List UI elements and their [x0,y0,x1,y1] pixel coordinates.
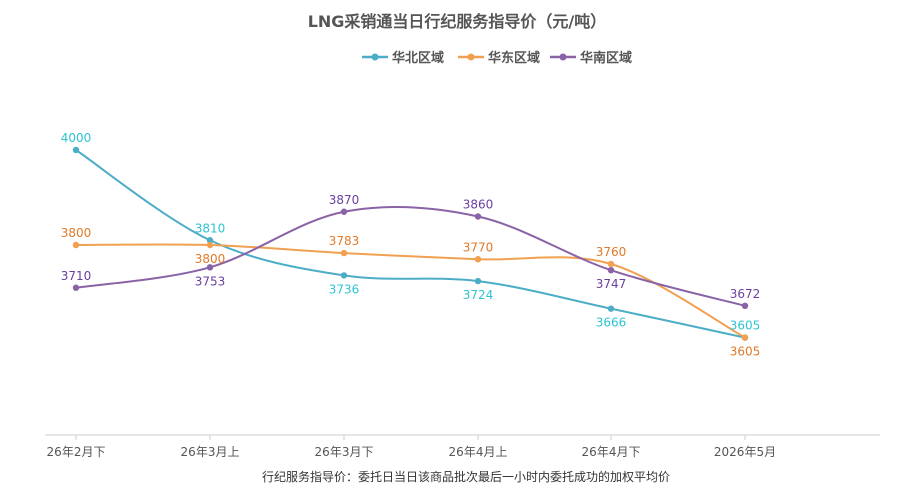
x-tick-label: 26年3月下 [315,445,374,459]
data-label: 3724 [463,288,494,302]
legend-marker [371,53,379,61]
x-tick-label: 26年3月上 [181,445,240,459]
data-point[interactable] [206,241,214,249]
data-label: 3860 [463,198,494,212]
data-label: 3666 [596,316,627,330]
data-label: 3770 [463,240,494,254]
x-tick-label: 26年2月下 [47,445,106,459]
data-point[interactable] [741,334,749,341]
data-label: 3800 [61,226,92,240]
data-point[interactable] [72,241,80,249]
legend[interactable]: 华北区域 华东区域 华南区域 [362,50,632,66]
x-tick-label: 2026年5月 [714,445,776,459]
legend-marker [467,53,475,61]
series-line [75,149,746,339]
data-point[interactable] [607,266,615,274]
data-label: 3672 [730,287,761,301]
legend-label[interactable]: 华北区域 [392,50,444,66]
data-label: 3605 [730,319,761,333]
data-point[interactable] [72,146,80,154]
data-label: 3747 [596,277,627,291]
x-axis: 26年2月下 26年3月上 26年3月下 26年4月上 26年4月下 2026年5月 [47,435,776,459]
data-point[interactable] [607,305,615,312]
data-labels: 4000 3810 3736 3724 3666 3605 3800 3800 3783 3770… [61,131,761,359]
data-point[interactable] [206,264,214,271]
data-label: 3760 [596,245,627,259]
series-line [75,205,746,307]
footnote: 行纪服务指导价：委托日当日该商品批次最后一小时内委托成功的加权平均价 [262,469,670,484]
legend-label[interactable]: 华南区域 [580,50,632,66]
data-point[interactable] [474,256,482,263]
data-label: 3736 [329,282,360,296]
data-point[interactable] [607,260,615,268]
legend-marker [559,53,567,61]
data-label: 3783 [329,234,360,248]
legend-label[interactable]: 华东区域 [488,50,540,66]
data-label: 3800 [195,252,226,266]
data-label: 3710 [61,269,92,283]
data-point[interactable] [72,284,80,291]
x-tick-label: 26年4月下 [582,445,641,459]
data-point[interactable] [474,213,482,220]
chart-title: LNG采销通当日行纪服务指导价（元/吨） [308,12,607,31]
series-line [75,243,746,339]
data-point[interactable] [741,302,749,309]
data-label: 3605 [730,345,761,359]
data-point[interactable] [340,272,348,279]
data-point[interactable] [340,249,348,257]
data-label: 3870 [329,193,360,207]
x-tick-label: 26年4月上 [449,445,508,459]
data-label: 4000 [61,131,92,145]
data-point[interactable] [340,208,348,215]
plot-area [72,146,749,341]
data-point[interactable] [206,237,214,244]
data-point[interactable] [474,277,482,285]
data-label: 3753 [195,274,226,288]
data-label: 3810 [195,221,226,235]
